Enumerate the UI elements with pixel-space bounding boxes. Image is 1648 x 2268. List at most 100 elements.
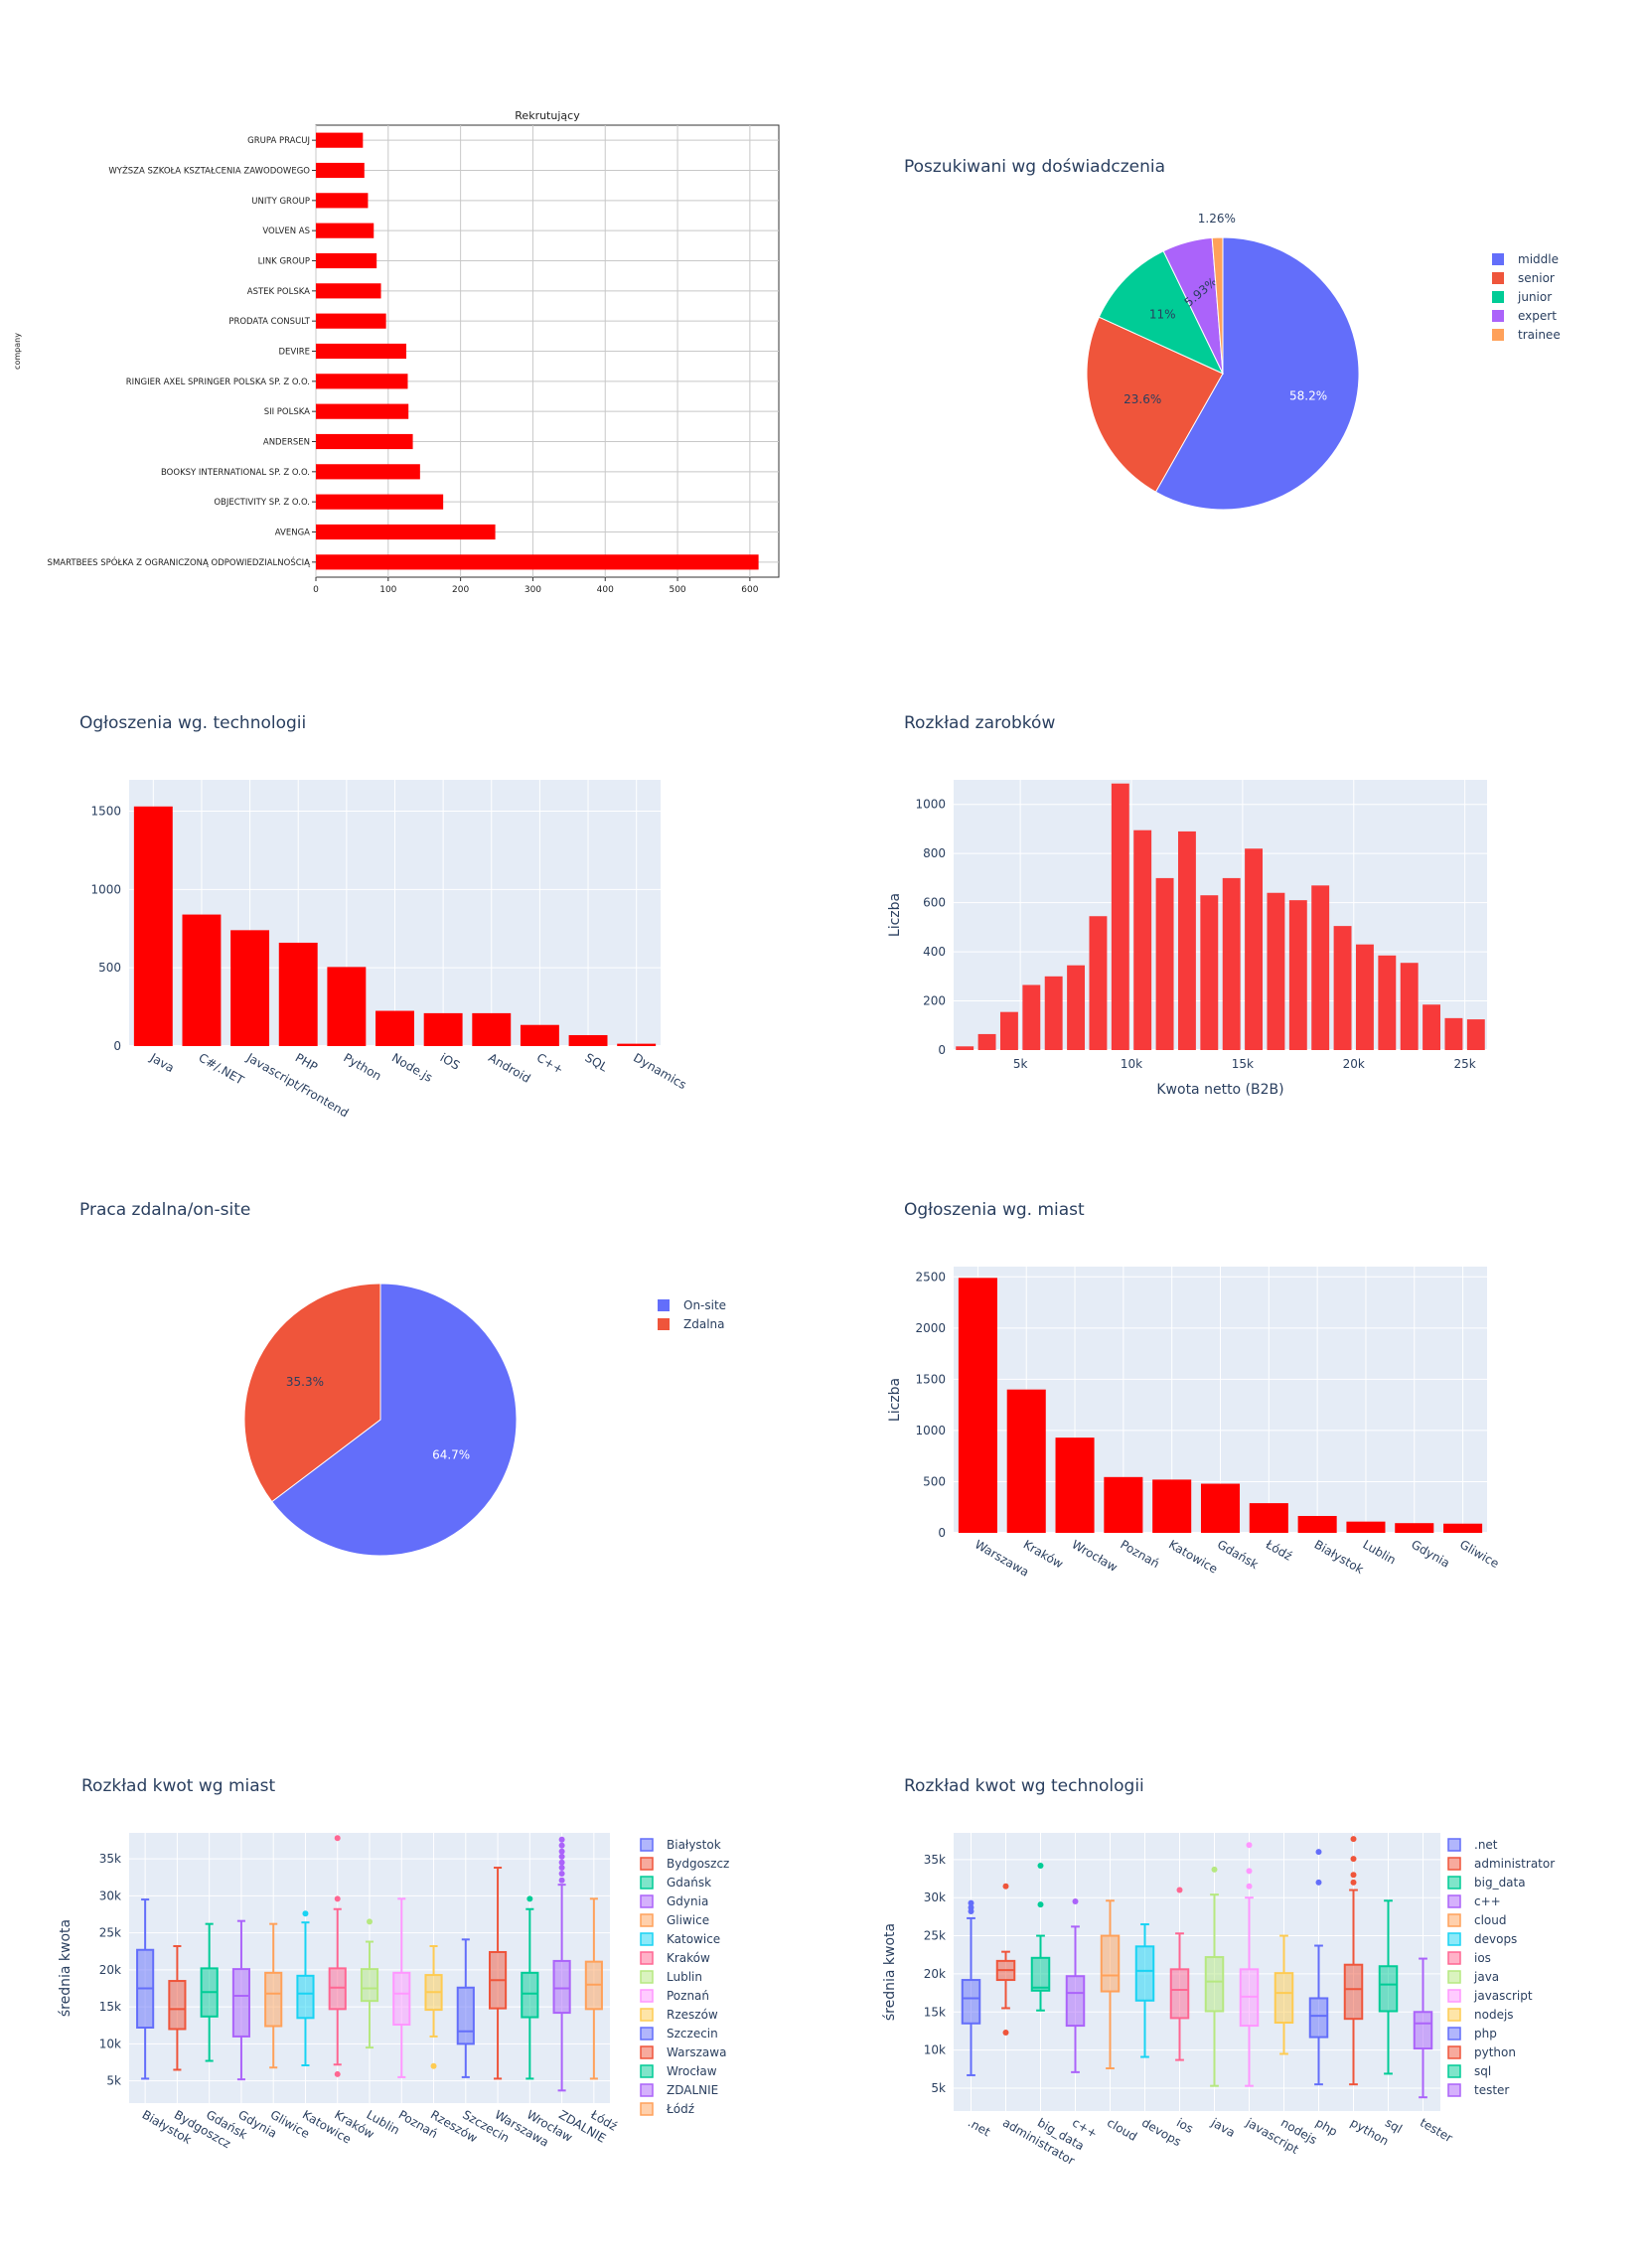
legend-label-c++: c++ <box>1474 1894 1501 1908</box>
recruiter-bar <box>316 193 369 209</box>
y-axis-label: Liczba <box>887 893 903 937</box>
box-outlier <box>1072 1898 1079 1905</box>
chart-title: Rekrutujący <box>515 109 580 122</box>
legend-swatch-middle <box>1492 253 1504 265</box>
recruiter-bar <box>316 374 408 389</box>
y-tick-label: 500 <box>923 1474 946 1488</box>
y-tick-label: 1500 <box>90 805 121 819</box>
x-tick-label: devops <box>1139 2115 1184 2149</box>
box-cloud <box>1100 1934 1121 1993</box>
legend-swatch-python <box>1447 2045 1461 2059</box>
salary-bar <box>1177 831 1196 1050</box>
salary-bar <box>977 1033 996 1050</box>
recruiter-bar <box>316 464 420 480</box>
legend-swatch-Gliwice <box>640 1913 654 1927</box>
company-label: PRODATA CONSULT <box>228 317 310 327</box>
legend-swatch-Wrocław <box>640 2064 654 2078</box>
bar-Gliwice <box>1443 1523 1483 1533</box>
box-sql <box>1378 1965 1399 2013</box>
box-outlier <box>558 1836 565 1843</box>
legend-swatch-nodejs <box>1447 2008 1461 2022</box>
bar-Poznań <box>1104 1476 1143 1533</box>
x-tick-label: C#/.NET <box>196 1050 246 1088</box>
x-tick-label: 5k <box>1013 1057 1028 1071</box>
recruiter-bar <box>316 162 365 179</box>
recruiter-bar <box>316 343 407 360</box>
box-Gdynia <box>231 1968 251 2038</box>
legend-label-On-site: On-site <box>683 1298 726 1312</box>
bar-Node.js <box>375 1010 414 1046</box>
x-tick-label: python <box>1348 2115 1391 2148</box>
company-label: SII POLSKA <box>264 407 310 417</box>
x-tick-label: 500 <box>669 585 685 595</box>
pie-label-Zdalna: 35.3% <box>286 1375 324 1389</box>
legend-swatch-devops <box>1447 1932 1461 1946</box>
box-Katowice <box>296 1974 315 2020</box>
x-tick-label: Wrocław <box>1070 1537 1121 1574</box>
legend-swatch-Szczecin <box>640 2027 654 2041</box>
bar-Java <box>133 806 173 1046</box>
legend-swatch-administrator <box>1447 1857 1461 1871</box>
experience-title: Poszukiwani wg doświadczenia <box>904 157 1166 177</box>
legend-label-ios: ios <box>1474 1951 1491 1965</box>
box-Poznań <box>392 1971 411 2027</box>
legend-swatch-expert <box>1492 310 1504 322</box>
salary-chart: Rozkład zarobków 0 200 400 600 800 1000 5k 10k 1… <box>824 705 1619 1133</box>
bar-C#/.NET <box>182 914 222 1046</box>
legend-swatch-Łódź <box>640 2102 654 2116</box>
box-outlier <box>558 1877 565 1884</box>
pie-slice-junior <box>1098 250 1225 376</box>
box-Szczecin <box>456 1986 475 2045</box>
legend-swatch-big_data <box>1447 1876 1461 1890</box>
bar-iOS <box>423 1012 463 1046</box>
bar-Gdynia <box>1395 1523 1434 1533</box>
x-tick-label: 300 <box>524 585 541 595</box>
remote-chart: Praca zdalna/on-site 64.7% 35.3% On-site Zd… <box>0 1192 795 1589</box>
box-outlier <box>558 1870 565 1877</box>
box-outlier <box>1350 1856 1357 1863</box>
y-tick-label: 800 <box>923 846 946 860</box>
cities-title: Ogłoszenia wg. miast <box>904 1200 1085 1220</box>
x-tick-label: Łódź <box>1263 1537 1294 1564</box>
recruiter-bar <box>316 554 759 570</box>
bar-Kraków <box>1006 1389 1046 1533</box>
box-outlier <box>1246 1842 1253 1849</box>
y-tick-label: 30k <box>99 1889 121 1902</box>
recruiters-chart: Rekrutujący 0 100 200 300 400 500 600 GRUPA PRAC… <box>0 99 795 606</box>
box-Bydgoszcz <box>168 1980 187 2031</box>
pie-label-middle: 58.2% <box>1289 389 1327 403</box>
legend-label-Katowice: Katowice <box>667 1932 720 1946</box>
y-tick-label: 25k <box>99 1926 121 1940</box>
x-tick-label: C++ <box>534 1050 566 1076</box>
legend-swatch-Zdalna <box>658 1318 670 1330</box>
pie-label-trainee: 1.26% <box>1198 212 1236 226</box>
legend-swatch-Bydgoszcz <box>640 1857 654 1871</box>
legend-label-Zdalna: Zdalna <box>683 1317 724 1331</box>
x-tick-label: Python <box>341 1050 383 1083</box>
bar-Łódź <box>1249 1503 1288 1533</box>
legend-swatch-tester <box>1447 2083 1461 2097</box>
y-tick-label: 2000 <box>915 1321 946 1335</box>
legend-swatch-java <box>1447 1970 1461 1984</box>
bar-Gdańsk <box>1200 1483 1241 1533</box>
y-tick-label: 5k <box>106 2074 121 2088</box>
legend-label-Szczecin: Szczecin <box>667 2027 718 2041</box>
salary-bar <box>1044 976 1063 1050</box>
x-axis-label: Kwota netto (B2B) <box>1156 1082 1283 1098</box>
salary-bar <box>1378 955 1397 1050</box>
company-label: BOOKSY INTERNATIONAL SP. Z O.O. <box>161 468 310 478</box>
box-outlier <box>558 1859 565 1866</box>
x-tick-label: Android <box>486 1050 532 1085</box>
plot-background <box>954 780 1487 1050</box>
pie-slice-trainee <box>1211 236 1224 375</box>
x-tick-label: Warszawa <box>973 1537 1031 1579</box>
legend-label-ZDALNIE: ZDALNIE <box>667 2083 718 2097</box>
box-outlier <box>558 1865 565 1872</box>
box-Gliwice <box>264 1971 283 2028</box>
box-tech-chart: Rozkład kwot wg technologii 5k 10k 15k 20k 2… <box>824 1768 1619 2186</box>
legend-label-devops: devops <box>1474 1932 1517 1946</box>
legend-swatch-Lublin <box>640 1970 654 1984</box>
legend-swatch-Białystok <box>640 1838 654 1852</box>
